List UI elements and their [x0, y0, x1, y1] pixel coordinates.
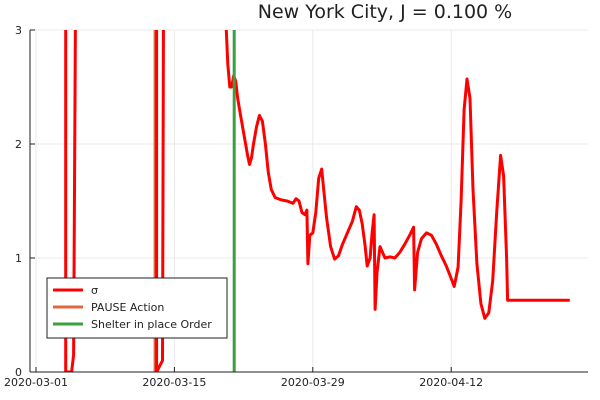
x-tick-label: 2020-03-15 — [142, 376, 206, 389]
legend-label: Shelter in place Order — [91, 318, 212, 331]
x-tick-label: 2020-03-29 — [281, 376, 345, 389]
x-tick-label: 2020-04-12 — [419, 376, 483, 389]
y-tick-label: 1 — [15, 252, 22, 265]
y-tick-label: 2 — [15, 138, 22, 151]
y-tick-label: 0 — [15, 366, 22, 379]
series-line-0 — [64, 30, 570, 372]
chart-title: New York City, J = 0.100 % — [258, 1, 512, 23]
legend-label: σ — [91, 284, 98, 297]
y-tick-label: 3 — [15, 24, 22, 37]
legend: σ PAUSE Action Shelter in place Order — [46, 277, 228, 339]
tick-labels: 2020-03-01 2020-03-15 2020-03-29 2020-04-12… — [4, 24, 483, 389]
legend-label: PAUSE Action — [91, 301, 164, 314]
axes — [29, 29, 588, 373]
x-tick-label: 2020-03-01 — [4, 376, 68, 389]
